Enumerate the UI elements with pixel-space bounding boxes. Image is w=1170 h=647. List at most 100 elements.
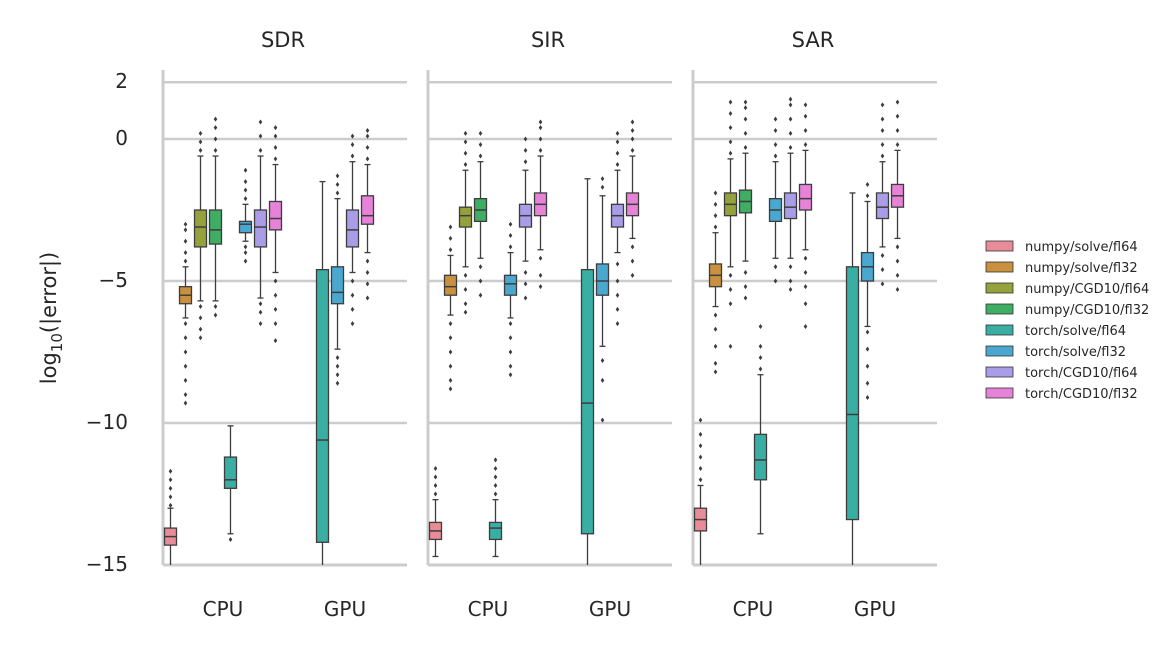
outlier-point bbox=[788, 96, 793, 102]
outlier-point bbox=[183, 258, 188, 264]
box-body bbox=[783, 192, 798, 220]
outlier-point bbox=[615, 150, 620, 156]
outlier-point bbox=[865, 380, 870, 386]
outlier-point bbox=[630, 147, 635, 153]
outlier-point bbox=[198, 326, 203, 332]
outlier-point bbox=[350, 321, 355, 327]
outlier-point bbox=[895, 142, 900, 148]
outlier-point bbox=[350, 306, 355, 312]
box-body bbox=[223, 456, 238, 489]
outlier-point bbox=[243, 167, 248, 173]
outlier-point bbox=[433, 474, 438, 480]
box-numpy-CGD10-fl32-cpu bbox=[473, 130, 488, 298]
box-torch-CGD10-fl64-gpu bbox=[875, 102, 890, 287]
y-tick-label: −5 bbox=[99, 268, 128, 292]
outlier-point bbox=[463, 272, 468, 278]
outlier-point bbox=[258, 119, 263, 125]
outlier-point bbox=[880, 153, 885, 159]
outlier-point bbox=[508, 363, 513, 369]
outlier-point bbox=[493, 465, 498, 471]
outlier-point bbox=[168, 494, 173, 500]
legend-swatch bbox=[985, 282, 1014, 294]
outlier-point bbox=[880, 127, 885, 133]
outlier-point bbox=[865, 394, 870, 400]
outlier-point bbox=[168, 477, 173, 483]
outlier-point bbox=[243, 179, 248, 185]
panel-title: SDR bbox=[261, 28, 305, 52]
outlier-point bbox=[365, 281, 370, 287]
outlier-point bbox=[743, 269, 748, 275]
outlier-point bbox=[448, 247, 453, 253]
outlier-point bbox=[493, 474, 498, 480]
outlier-point bbox=[273, 133, 278, 139]
outlier-point bbox=[183, 335, 188, 341]
box-torch-CGD10-fl64-cpu bbox=[253, 119, 268, 327]
outlier-point bbox=[880, 267, 885, 273]
box-torch-CGD10-fl64-cpu bbox=[783, 96, 798, 293]
outlier-point bbox=[773, 153, 778, 159]
box-numpy-solve-fl32-cpu bbox=[178, 221, 193, 406]
box-body bbox=[443, 274, 458, 296]
outlier-point bbox=[493, 491, 498, 497]
outlier-point bbox=[600, 358, 605, 364]
outlier-point bbox=[698, 443, 703, 449]
outlier-point bbox=[198, 304, 203, 310]
outlier-point bbox=[538, 272, 543, 278]
outlier-point bbox=[728, 99, 733, 105]
outlier-point bbox=[523, 295, 528, 301]
outlier-point bbox=[508, 335, 513, 341]
outlier-point bbox=[880, 281, 885, 287]
box-numpy-solve-fl64-cpu bbox=[163, 468, 178, 565]
outlier-point bbox=[630, 127, 635, 133]
box-body bbox=[798, 183, 813, 211]
outlier-point bbox=[728, 125, 733, 131]
legend-label: numpy/solve/fl32 bbox=[1025, 261, 1138, 276]
outlier-point bbox=[228, 536, 233, 542]
outlier-point bbox=[508, 321, 513, 327]
outlier-point bbox=[803, 323, 808, 329]
outlier-point bbox=[523, 136, 528, 142]
outlier-point bbox=[713, 343, 718, 349]
outlier-point bbox=[895, 258, 900, 264]
outlier-point bbox=[773, 142, 778, 148]
outlier-point bbox=[698, 465, 703, 471]
outlier-point bbox=[773, 278, 778, 284]
box-torch-solve-fl32-gpu bbox=[860, 181, 875, 400]
outlier-point bbox=[478, 292, 483, 298]
box-torch-CGD10-fl32-cpu bbox=[798, 102, 813, 329]
outlier-point bbox=[448, 386, 453, 392]
outlier-point bbox=[698, 417, 703, 423]
outlier-point bbox=[350, 142, 355, 148]
outlier-point bbox=[335, 380, 340, 386]
outlier-point bbox=[803, 284, 808, 290]
outlier-point bbox=[508, 244, 513, 250]
outlier-point bbox=[213, 116, 218, 122]
outlier-point bbox=[803, 113, 808, 119]
outlier-point bbox=[615, 162, 620, 168]
legend-swatch bbox=[985, 366, 1014, 378]
box-torch-CGD10-fl32-gpu bbox=[360, 127, 375, 301]
outlier-point bbox=[728, 301, 733, 307]
outlier-point bbox=[365, 156, 370, 162]
outlier-point bbox=[198, 139, 203, 145]
box-numpy-solve-fl64-cpu bbox=[693, 417, 708, 565]
outlier-point bbox=[198, 147, 203, 153]
x-tick-label: CPU bbox=[203, 597, 244, 621]
outlier-point bbox=[788, 116, 793, 122]
outlier-point bbox=[273, 125, 278, 131]
outlier-point bbox=[803, 127, 808, 133]
box-numpy-solve-fl32-cpu bbox=[443, 224, 458, 392]
outlier-point bbox=[538, 119, 543, 125]
outlier-point bbox=[865, 329, 870, 335]
outlier-point bbox=[433, 482, 438, 488]
outlier-point bbox=[713, 213, 718, 219]
box-numpy-CGD10-fl64-cpu bbox=[458, 130, 473, 315]
box-body bbox=[458, 206, 473, 228]
x-tick-label: GPU bbox=[324, 597, 366, 621]
outlier-point bbox=[258, 147, 263, 153]
outlier-point bbox=[213, 304, 218, 310]
outlier-point bbox=[713, 224, 718, 230]
legend-label: torch/solve/fl64 bbox=[1025, 324, 1126, 339]
outlier-point bbox=[273, 321, 278, 327]
box-numpy-solve-fl64-cpu bbox=[428, 465, 443, 558]
